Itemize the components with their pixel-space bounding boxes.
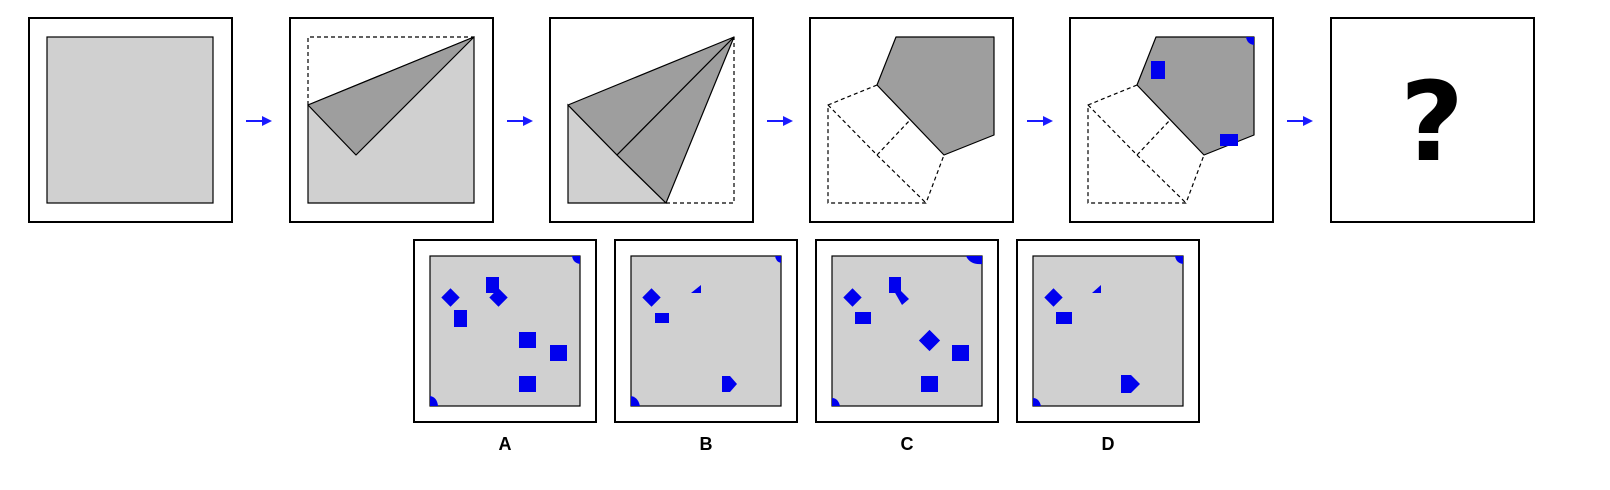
step-4-fold-outline <box>827 84 945 204</box>
step-5-fold-outline <box>1087 84 1205 204</box>
step-3-panel <box>549 17 754 223</box>
step-1-paper <box>46 36 214 204</box>
option-label: C <box>901 434 914 454</box>
step-2-panel <box>289 17 494 223</box>
arrow-2 <box>507 116 533 126</box>
arrow-4 <box>1027 116 1053 126</box>
step-5-panel <box>1069 17 1274 223</box>
option-label: B <box>700 434 713 454</box>
step-3-fold-outline <box>666 37 735 204</box>
step-4-folded-shape <box>876 36 995 156</box>
punched-hole <box>1246 37 1254 45</box>
punched-hole <box>1220 134 1238 146</box>
step-2-folded-flap <box>307 36 475 156</box>
option-label: D <box>1102 434 1115 454</box>
option-b[interactable]: B <box>614 239 798 454</box>
arrow-5 <box>1287 116 1313 126</box>
question-panel: ? <box>1330 17 1535 223</box>
arrow-1 <box>246 116 272 126</box>
option-d[interactable]: D <box>1016 239 1200 454</box>
step-4-panel <box>809 17 1014 223</box>
step-2-fold-outline <box>307 36 474 105</box>
option-a[interactable]: A <box>413 239 597 454</box>
arrow-3 <box>767 116 793 126</box>
step-1-panel <box>28 17 233 223</box>
option-c[interactable]: C <box>815 239 999 454</box>
punched-hole <box>1151 61 1165 79</box>
question-mark: ? <box>1400 58 1464 186</box>
step-3-folded-flap-2 <box>616 36 735 204</box>
option-label: A <box>499 434 512 454</box>
